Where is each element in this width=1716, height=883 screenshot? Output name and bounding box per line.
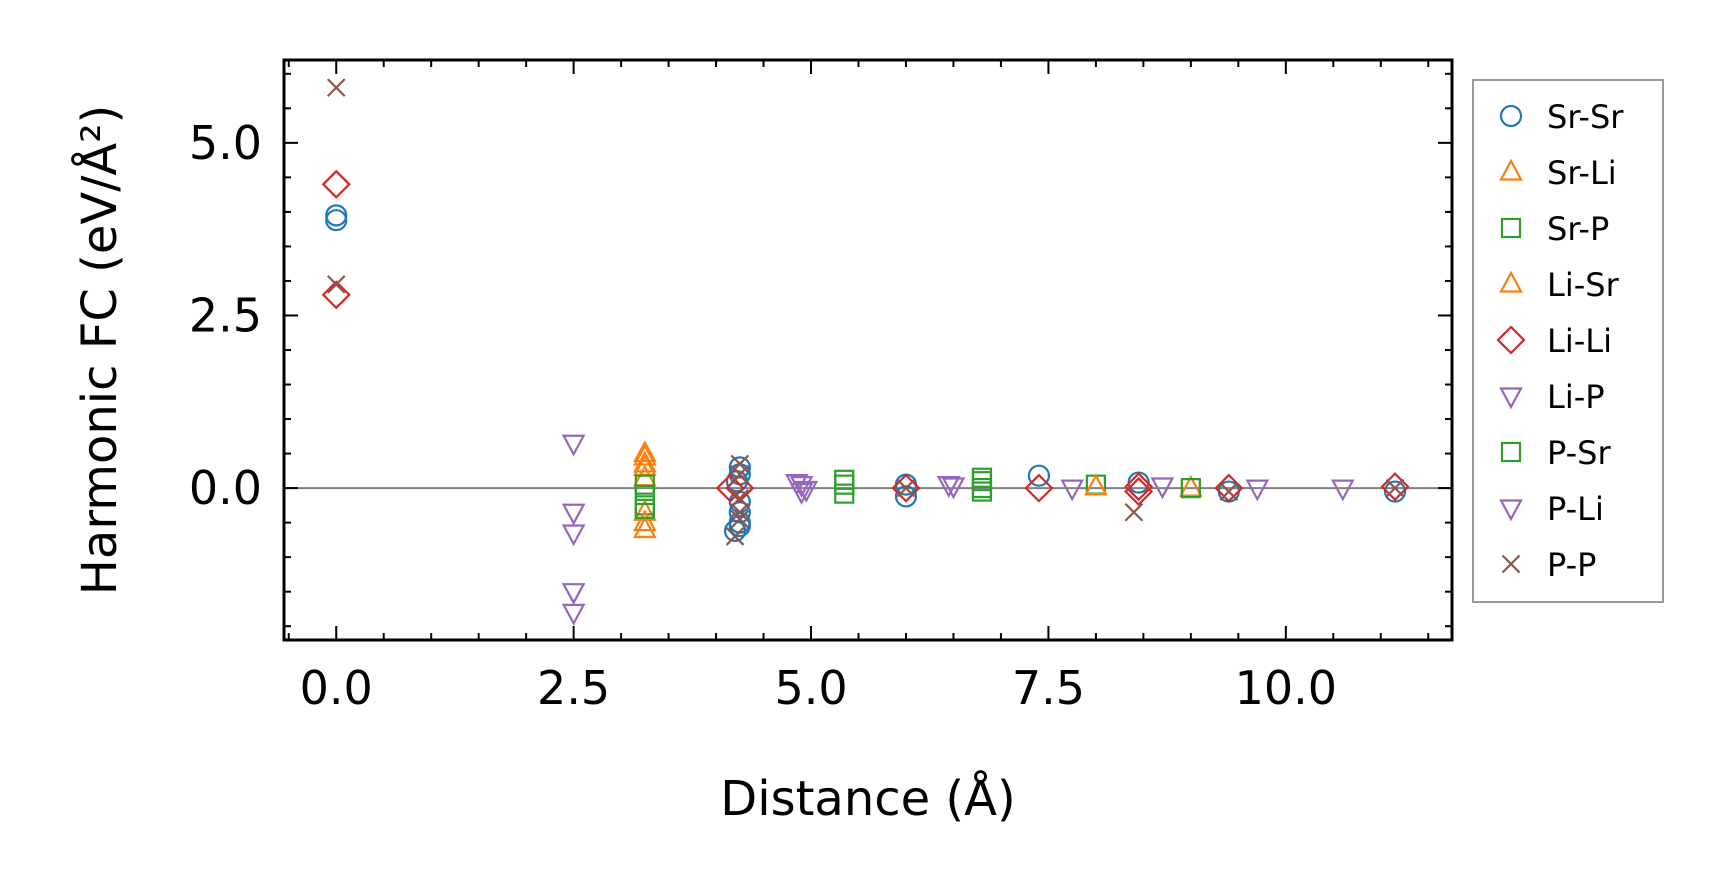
point-sr-sr: [894, 473, 918, 496]
point-li-li: [725, 473, 755, 503]
point-p-p: [896, 478, 916, 498]
point-sr-p: [1085, 474, 1107, 495]
point-p-p: [1124, 502, 1144, 522]
plot-area: [282, 58, 1454, 642]
point-sr-sr: [1383, 480, 1407, 503]
point-li-p: [1330, 479, 1355, 502]
point-p-p: [1385, 478, 1405, 498]
point-sr-sr: [723, 519, 747, 543]
point-sr-p: [1180, 477, 1201, 499]
point-li-li: [321, 280, 351, 310]
y-tick-label: 2.5: [189, 288, 262, 342]
point-sr-sr: [325, 204, 348, 227]
legend-marker: [1499, 499, 1523, 522]
point-sr-sr: [728, 456, 751, 479]
point-sr-sr: [1127, 471, 1150, 494]
point-p-sr: [634, 498, 655, 519]
point-p-sr: [971, 477, 993, 499]
legend-label: P-Sr: [1547, 434, 1611, 472]
point-li-p: [561, 503, 586, 526]
point-p-li: [784, 473, 809, 496]
point-li-li: [1124, 472, 1154, 502]
point-li-li: [1380, 472, 1410, 502]
legend-marker: [1499, 104, 1523, 128]
point-sr-sr: [728, 514, 751, 538]
point-li-li: [891, 473, 921, 503]
axis-titles: Distance (Å) Harmonic FC (eV/Å²): [71, 105, 1016, 827]
data-points: [321, 78, 1410, 626]
point-sr-p: [634, 474, 655, 495]
legend-marker: [1499, 270, 1523, 293]
point-li-p: [561, 434, 586, 457]
legend-box: [1472, 79, 1664, 603]
point-li-p: [1245, 479, 1270, 502]
legend: Sr-Sr Sr-Li Sr-P Li-Sr Li-Li Li-P P-Sr P-Li P-P: [1472, 79, 1664, 603]
point-sr-p: [834, 469, 855, 490]
legend-marker: [1499, 387, 1523, 410]
point-li-p: [561, 524, 586, 547]
x-tick-label: 10.0: [1235, 661, 1337, 715]
point-li-sr: [1084, 473, 1108, 496]
y-tick-label: 5.0: [189, 116, 262, 170]
point-li-sr: [633, 450, 657, 473]
axis-ticks: 0.0 2.5 5.0 7.5 10.0 0.0 2.5 5.0: [189, 60, 1452, 715]
y-tick-label: 0.0: [189, 461, 262, 515]
legend-label: Sr-Sr: [1547, 98, 1624, 136]
point-p-p: [326, 275, 346, 294]
point-sr-sr: [325, 209, 348, 232]
x-tick-label: 5.0: [774, 661, 847, 715]
x-tick-label: 2.5: [537, 661, 610, 715]
point-p-p: [725, 527, 745, 546]
point-p-li: [936, 476, 961, 498]
point-p-p: [1219, 482, 1239, 501]
legend-label: Li-Sr: [1547, 266, 1620, 304]
point-li-p: [789, 476, 814, 498]
point-li-p: [561, 583, 586, 605]
legend-label: Li-P: [1547, 378, 1605, 416]
point-p-p: [730, 489, 750, 508]
x-axis-title: Distance (Å): [720, 770, 1015, 827]
point-p-p: [730, 465, 750, 484]
point-p-p: [326, 78, 346, 97]
point-li-li: [1024, 473, 1054, 503]
point-li-li: [715, 473, 745, 503]
point-p-li: [794, 480, 819, 503]
point-p-sr: [834, 474, 855, 495]
point-sr-li: [1179, 474, 1203, 497]
point-li-p: [561, 603, 586, 626]
legend-marker: [1500, 441, 1522, 463]
x-tick-label: 0.0: [300, 661, 373, 715]
point-p-p: [730, 502, 750, 522]
point-li-sr: [633, 509, 657, 532]
point-sr-li: [633, 516, 657, 539]
legend-label: P-Li: [1547, 490, 1604, 528]
point-li-li: [1124, 476, 1154, 507]
y-axis-title: Harmonic FC (eV/Å²): [71, 105, 128, 595]
legend-marker: [1499, 158, 1523, 181]
point-sr-p: [634, 484, 655, 506]
legend-marker: [1500, 217, 1522, 239]
point-li-p: [941, 477, 966, 500]
point-sr-sr: [1027, 464, 1051, 487]
legend-label: Sr-Li: [1547, 154, 1617, 192]
point-li-p: [1060, 479, 1085, 502]
point-p-p: [730, 509, 750, 529]
point-p-sr: [971, 467, 993, 488]
point-sr-sr: [894, 485, 918, 508]
x-tick-label: 7.5: [1012, 661, 1085, 715]
plot-frame: [282, 58, 1454, 642]
legend-marker: [1496, 325, 1526, 355]
point-li-li: [321, 169, 351, 199]
legend-label: P-P: [1547, 546, 1596, 584]
legend-marker: [1501, 554, 1521, 574]
legend-label: Li-Li: [1547, 322, 1612, 360]
legend-label: Sr-P: [1547, 210, 1609, 248]
point-li-sr: [633, 440, 657, 463]
point-li-p: [1150, 477, 1175, 500]
